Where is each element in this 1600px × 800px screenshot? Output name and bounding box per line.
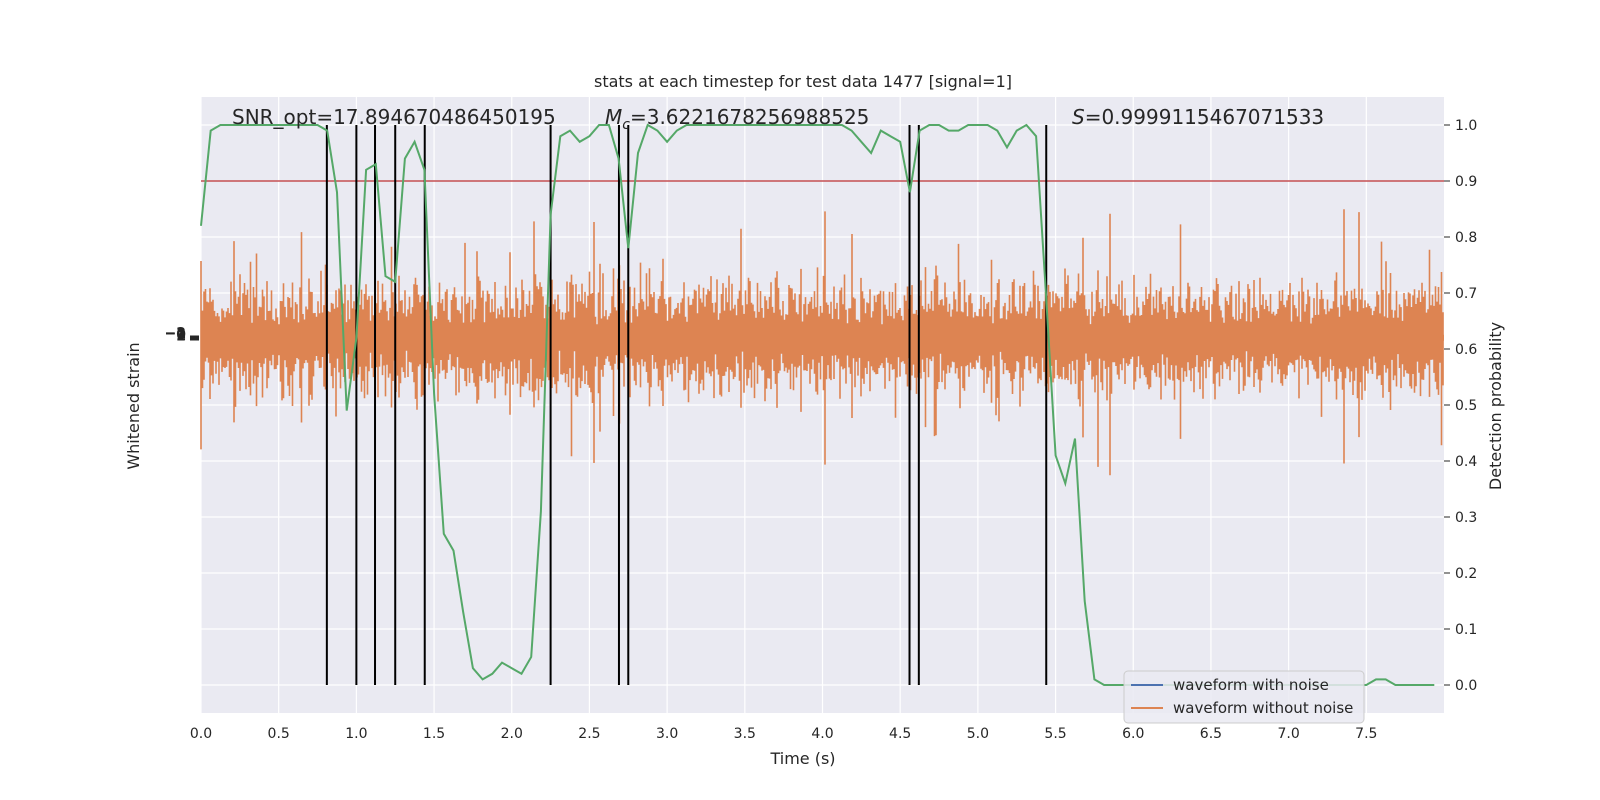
y-right-tick-label: 1.0 — [1455, 118, 1477, 134]
x-tick-label: 4.5 — [889, 726, 911, 742]
y-right-tick-label: 0.2 — [1455, 566, 1477, 582]
x-tick-label: 5.5 — [1044, 726, 1066, 742]
y-right-tick-label: 0.4 — [1455, 454, 1477, 470]
y-left-tick-label: 0 — [176, 327, 186, 343]
x-axis-label: Time (s) — [769, 749, 835, 768]
y-right-tick-label: 0.8 — [1455, 230, 1477, 246]
chirp-mass-subscript: c — [622, 117, 630, 133]
x-tick-label: 3.5 — [734, 726, 756, 742]
x-tick-label: 6.0 — [1122, 726, 1144, 742]
y-right-tick-label: 0.3 — [1455, 510, 1477, 526]
y-left-axis-label: Whitened strain — [124, 342, 143, 469]
y-left-tick-label: −2 — [165, 325, 186, 341]
x-tick-label: 6.5 — [1200, 726, 1222, 742]
legend-box — [1123, 670, 1365, 724]
y-right-axis-label: Detection probability — [1486, 322, 1505, 490]
y-right-tick-label: 0.1 — [1455, 622, 1477, 638]
s-symbol: S — [1072, 105, 1085, 129]
y-right-tick-label: 0.5 — [1455, 398, 1477, 414]
legend: waveform with noise waveform without noi… — [1123, 670, 1365, 724]
y-right-tick-label: 0.7 — [1455, 286, 1477, 302]
legend-label-without-noise: waveform without noise — [1173, 699, 1353, 717]
y-right-tick-label: 0.6 — [1455, 342, 1477, 358]
y-right-tick-label: 0.9 — [1455, 174, 1477, 190]
chirp-mass-value: =3.6221678256988525 — [630, 105, 869, 129]
y-right-tick-label: 0.0 — [1455, 678, 1477, 694]
x-tick-label: 1.5 — [423, 726, 445, 742]
snr-annotation: SNR_opt=17.894670486450195 — [232, 105, 556, 129]
x-tick-label: 5.0 — [967, 726, 989, 742]
chirp-mass-symbol: M — [605, 105, 622, 129]
noise-waveform — [200, 209, 1444, 476]
x-tick-label: 4.0 — [811, 726, 833, 742]
chirp-mass-annotation: Mc=3.6221678256988525 — [605, 105, 869, 133]
x-tick-label: 2.0 — [501, 726, 523, 742]
x-tick-label: 7.0 — [1277, 726, 1299, 742]
x-tick-label: 1.0 — [345, 726, 367, 742]
x-tick-label: 0.0 — [190, 726, 212, 742]
vertical-markers — [325, 125, 1048, 685]
x-tick-label: 2.5 — [578, 726, 600, 742]
legend-label-with-noise: waveform with noise — [1173, 676, 1329, 694]
s-annotation: S=0.9999115467071533 — [1072, 105, 1324, 129]
x-tick-label: 7.5 — [1355, 726, 1377, 742]
chart-title: stats at each timestep for test data 147… — [594, 72, 1012, 91]
s-value: =0.9999115467071533 — [1085, 105, 1324, 129]
y-left-tick-label: −1 — [165, 326, 186, 342]
x-axis-ticks: 0.0 0.5 1.0 1.5 2.0 2.5 3.0 3.5 4.0 4.5 5.0 5.5 6.0 6… — [190, 726, 1378, 742]
x-tick-label: 0.5 — [268, 726, 290, 742]
y-left-tick-label: 2 — [176, 329, 186, 345]
y-right-axis-ticks: 0.0 0.1 0.2 0.3 0.4 0.5 0.6 0.7 0.8 0.9 1.0 — [1444, 118, 1477, 694]
y-left-tick-label: 1 — [176, 328, 186, 344]
x-tick-label: 3.0 — [656, 726, 678, 742]
